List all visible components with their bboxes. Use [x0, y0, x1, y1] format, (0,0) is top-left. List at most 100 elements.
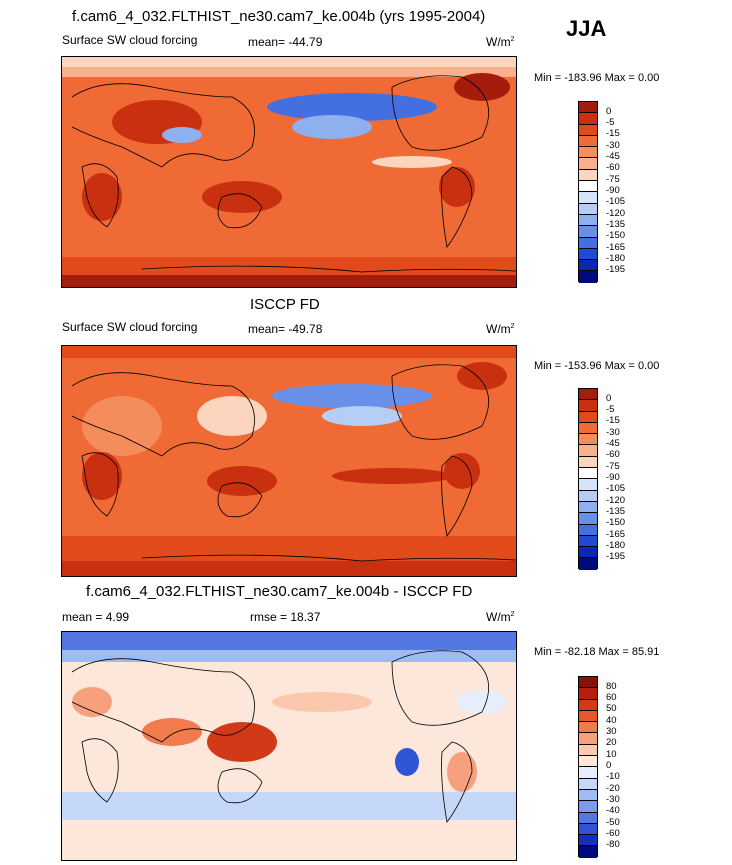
panel1-variable-label: Surface SW cloud forcing — [62, 33, 198, 47]
colorbar-tick: -75 — [606, 174, 620, 185]
panel3-minmax: Min = -82.18 Max = 85.91 — [534, 646, 660, 658]
panel1-colorbar-swatch — [579, 158, 597, 170]
panel1-colorbar-swatch — [579, 135, 597, 148]
panel2-mean-label: mean= -49.78 — [248, 322, 323, 336]
colorbar-tick: -30 — [606, 794, 620, 805]
panel2-colorbar-swatch — [579, 490, 597, 502]
colorbar-tick: -60 — [606, 828, 620, 839]
panel2-colorbar-swatch — [579, 422, 597, 435]
panel3-colorbar-swatch — [579, 677, 597, 689]
panel3-colorbar-swatch — [579, 688, 597, 700]
panel2-colorbar-swatch — [579, 558, 597, 570]
panel2-colorbar-swatch — [579, 547, 597, 559]
colorbar-tick: -30 — [606, 427, 620, 438]
colorbar-tick: -105 — [606, 483, 626, 494]
panel2-colorbar-swatch — [579, 389, 597, 401]
panel3-colorbar — [578, 676, 598, 858]
colorbar-tick: -180 — [606, 253, 626, 264]
panel1-colorbar-swatch — [579, 192, 597, 204]
panel3-colorbar-swatch — [579, 722, 597, 734]
panel2-title: ISCCP FD — [250, 296, 320, 313]
colorbar-tick: -60 — [606, 449, 620, 460]
colorbar-tick: -165 — [606, 242, 626, 253]
colorbar-tick: -5 — [606, 404, 615, 415]
colorbar-tick: 0 — [606, 393, 612, 404]
panel2-colorbar-swatch — [579, 411, 597, 423]
panel2-colorbar-swatch — [579, 468, 597, 480]
panel3-mean-label: mean = 4.99 — [62, 610, 130, 624]
colorbar-tick: 50 — [606, 703, 617, 714]
panel2-units: W/m2 — [486, 322, 515, 336]
panel2-colorbar-swatch — [579, 434, 597, 446]
colorbar-tick: -60 — [606, 162, 620, 173]
panel1-colorbar-swatch — [579, 248, 597, 261]
colorbar-tick: 10 — [606, 749, 617, 760]
panel1-colorbar-swatch — [579, 102, 597, 114]
panel1-mean-label: mean= -44.79 — [248, 35, 323, 49]
colorbar-tick: 40 — [606, 715, 617, 726]
colorbar-tick: 30 — [606, 726, 617, 737]
panel1-title: f.cam6_4_032.FLTHIST_ne30.cam7_ke.004b (… — [72, 8, 486, 25]
panel1-minmax: Min = -183.96 Max = 0.00 — [534, 72, 660, 84]
panel1-colorbar-swatch — [579, 124, 597, 136]
panel3-colorbar-swatch — [579, 789, 597, 802]
panel3-colorbar-swatch — [579, 744, 597, 757]
colorbar-tick: -135 — [606, 219, 626, 230]
panel3-units: W/m2 — [486, 610, 515, 624]
panel3-colorbar-swatch — [579, 756, 597, 768]
season-label: JJA — [566, 16, 607, 41]
panel3-colorbar-swatch — [579, 699, 597, 711]
panel2-colorbar-swatch — [579, 479, 597, 491]
panel1-colorbar-swatch — [579, 181, 597, 193]
colorbar-tick: -15 — [606, 415, 620, 426]
panel1-colorbar-swatch — [579, 147, 597, 159]
colorbar-tick: -105 — [606, 196, 626, 207]
panel3-colorbar-swatch — [579, 835, 597, 847]
colorbar-tick: -45 — [606, 438, 620, 449]
colorbar-tick: -45 — [606, 151, 620, 162]
colorbar-tick: -180 — [606, 540, 626, 551]
colorbar-tick: -30 — [606, 140, 620, 151]
panel1-colorbar-swatch — [579, 113, 597, 125]
panel2-colorbar — [578, 388, 598, 570]
panel1-colorbar-swatch — [579, 214, 597, 227]
panel2-map — [61, 345, 517, 577]
colorbar-tick: -90 — [606, 185, 620, 196]
colorbar-tick: -150 — [606, 517, 626, 528]
panel3-colorbar-swatch — [579, 846, 597, 858]
panel2-colorbar-swatch — [579, 524, 597, 536]
colorbar-tick: 60 — [606, 692, 617, 703]
colorbar-tick: 20 — [606, 737, 617, 748]
colorbar-tick: -90 — [606, 472, 620, 483]
panel1-colorbar-swatch — [579, 271, 597, 283]
colorbar-tick: -20 — [606, 783, 620, 794]
panel2-variable-label: Surface SW cloud forcing — [62, 320, 198, 334]
panel3-rmse-label: rmse = 18.37 — [250, 610, 321, 624]
panel1-colorbar-swatch — [579, 260, 597, 272]
panel1-colorbar-swatch — [579, 226, 597, 238]
panel1-colorbar-swatch — [579, 169, 597, 182]
colorbar-tick: -135 — [606, 506, 626, 517]
colorbar-tick: -50 — [606, 817, 620, 828]
panel2-colorbar-swatch — [579, 535, 597, 548]
colorbar-tick: -165 — [606, 529, 626, 540]
colorbar-tick: -15 — [606, 128, 620, 139]
panel1-colorbar — [578, 101, 598, 283]
panel2-colorbar-swatch — [579, 456, 597, 469]
panel3-colorbar-swatch — [579, 778, 597, 790]
panel1-colorbar-swatch — [579, 237, 597, 249]
panel3-colorbar-swatch — [579, 812, 597, 824]
panel2-colorbar-swatch — [579, 445, 597, 457]
colorbar-tick: -80 — [606, 839, 620, 850]
colorbar-tick: -40 — [606, 805, 620, 816]
colorbar-tick: -120 — [606, 495, 626, 506]
panel3-colorbar-swatch — [579, 767, 597, 779]
colorbar-tick: 0 — [606, 106, 612, 117]
panel2-minmax: Min = -153.96 Max = 0.00 — [534, 360, 660, 372]
panel1-colorbar-swatch — [579, 203, 597, 215]
colorbar-tick: -75 — [606, 461, 620, 472]
colorbar-tick: -150 — [606, 230, 626, 241]
colorbar-tick: -120 — [606, 208, 626, 219]
panel3-colorbar-swatch — [579, 733, 597, 745]
colorbar-tick: -195 — [606, 551, 626, 562]
